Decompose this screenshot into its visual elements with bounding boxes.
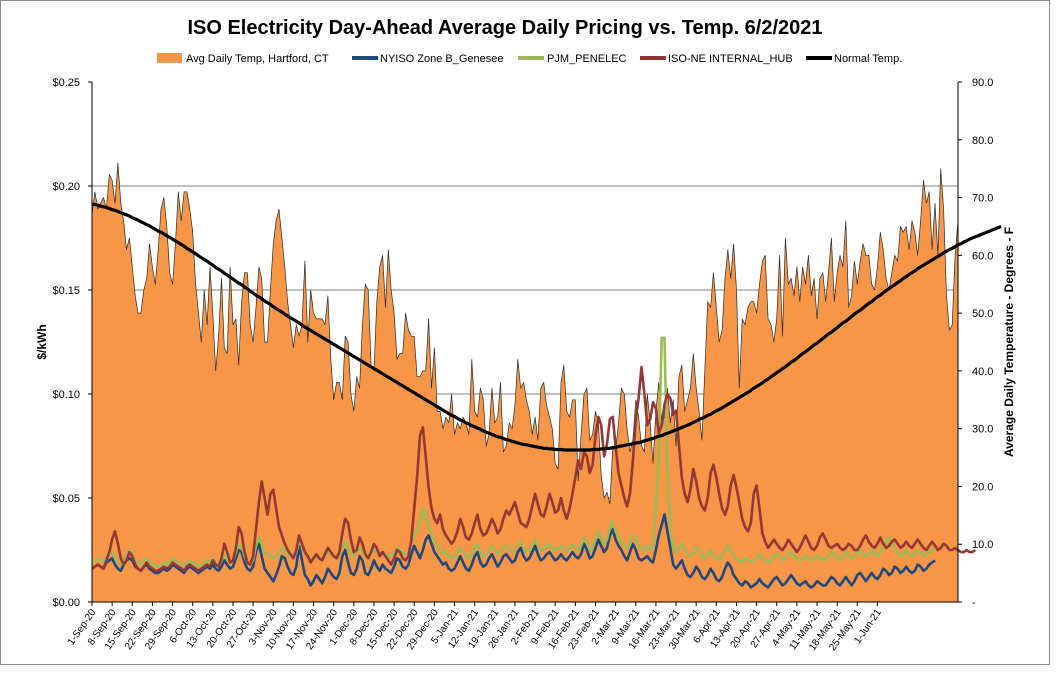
legend-label-temp: Avg Daily Temp, Hartford, CT <box>186 53 329 65</box>
y-tick-label: $0.25 <box>52 77 80 89</box>
axes <box>88 81 962 606</box>
series-nyiso-zone-b-genesee-line <box>91 513 936 589</box>
y2-axis-tick-labels: - 10.0 20.0 30.0 40.0 50.0 60.0 70.0 80.0 90.0 <box>972 77 993 609</box>
series-normal-temp-line <box>91 202 1002 452</box>
y2-tick-label: - <box>972 597 976 609</box>
legend-label-isone: ISO-NE INTERNAL_HUB <box>668 53 793 65</box>
legend-label-pjm: PJM_PENELEC <box>547 53 627 65</box>
legend: Avg Daily Temp, Hartford, CT NYISO Zone … <box>157 53 902 65</box>
y2-tick-label: 30.0 <box>972 424 993 436</box>
y-tick-label: $0.10 <box>52 389 80 401</box>
series-iso-ne-internal-hub-line <box>91 365 977 573</box>
legend-label-nyiso: NYISO Zone B_Genesee <box>380 53 504 65</box>
legend-swatch-temp <box>157 53 182 63</box>
y2-tick-label: 80.0 <box>972 135 993 147</box>
y-axis-tick-labels: $0.00 $0.05 $0.10 $0.15 $0.20 $0.25 <box>52 77 80 609</box>
y2-tick-label: 40.0 <box>972 366 993 378</box>
series-avg-daily-temp-hartford-ct-area <box>91 162 959 603</box>
y-tick-label: $0.20 <box>52 181 80 193</box>
chart-title: ISO Electricity Day-Ahead Average Daily … <box>187 17 822 39</box>
y-tick-label: $0.15 <box>52 285 80 297</box>
y2-tick-label: 70.0 <box>972 193 993 205</box>
y2-tick-label: 50.0 <box>972 308 993 320</box>
legend-label-normal: Normal Temp. <box>834 53 902 65</box>
y2-axis-title: Average Daily Temperature - Degrees - F <box>1002 227 1016 457</box>
y2-tick-label: 60.0 <box>972 250 993 262</box>
plot-area <box>91 162 1002 603</box>
y-tick-label: $0.05 <box>52 493 80 505</box>
y2-tick-label: 90.0 <box>972 77 993 89</box>
y2-tick-label: 10.0 <box>972 539 993 551</box>
y2-tick-label: 20.0 <box>972 481 993 493</box>
y-tick-label: $0.00 <box>52 597 80 609</box>
y-axis-title: $/kWh <box>35 324 49 359</box>
